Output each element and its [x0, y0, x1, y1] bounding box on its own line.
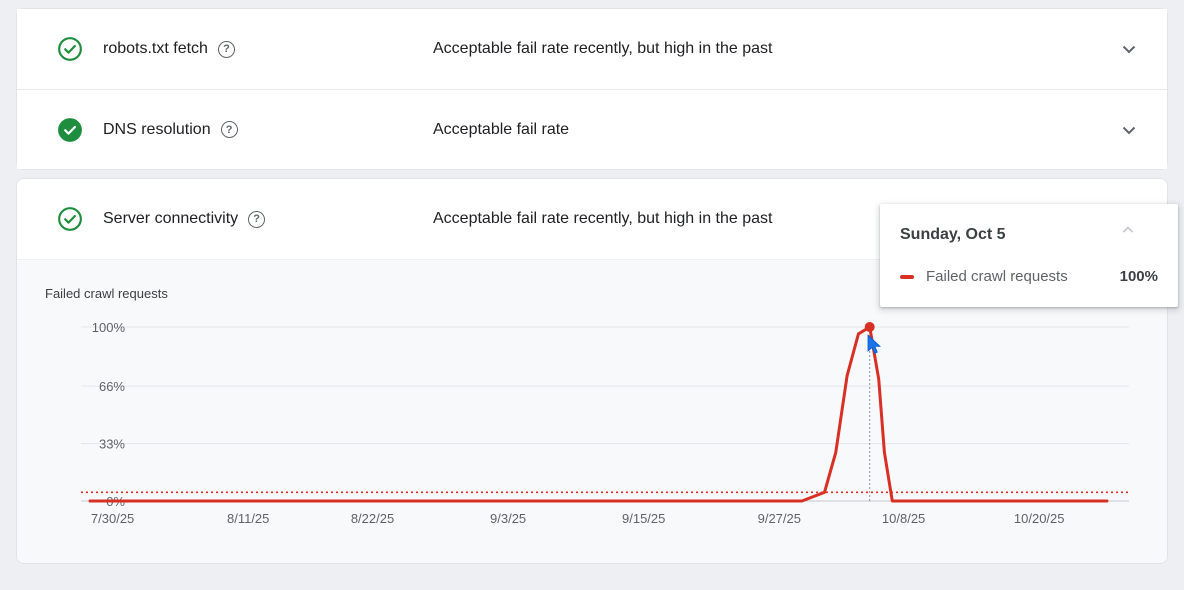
series-color-dash	[900, 274, 914, 279]
svg-text:10/8/25: 10/8/25	[882, 511, 925, 526]
status-list-card: robots.txt fetch ? Acceptable fail rate …	[16, 8, 1168, 170]
svg-text:9/27/25: 9/27/25	[758, 511, 801, 526]
help-icon[interactable]: ?	[220, 121, 238, 138]
svg-text:33%: 33%	[99, 437, 125, 452]
chevron-down-icon[interactable]	[1117, 37, 1141, 61]
tooltip-header: Sunday, Oct 5	[900, 226, 1158, 244]
series-label: Failed crawl requests	[926, 268, 1068, 285]
success-check-icon	[57, 36, 83, 62]
row-status-text: Acceptable fail rate recently, but high …	[433, 40, 773, 57]
svg-text:8/11/25: 8/11/25	[227, 511, 269, 526]
row-server-connectivity[interactable]: Server connectivity ? Acceptable fail ra…	[17, 179, 1167, 259]
row-status-text: Acceptable fail rate recently, but high …	[433, 210, 773, 227]
row-robots-txt-fetch[interactable]: robots.txt fetch ? Acceptable fail rate …	[17, 9, 1167, 89]
chart-title: Failed crawl requests	[45, 286, 168, 301]
failed-crawl-requests-chart[interactable]: 100%66%33%0%7/30/25 8/11/25 8/22/25 9/3/25 9…	[17, 313, 1167, 537]
row-label-group: robots.txt fetch ?	[103, 40, 433, 58]
svg-text:9/15/25: 9/15/25	[622, 511, 665, 526]
svg-text:66%: 66%	[99, 379, 125, 394]
chevron-up-icon[interactable]	[1118, 220, 1138, 240]
svg-text:10/20/25: 10/20/25	[1014, 511, 1065, 526]
row-label: robots.txt fetch	[103, 40, 208, 57]
tooltip-date-title: Sunday, Oct 5	[900, 226, 1006, 243]
row-status-text: Acceptable fail rate	[433, 120, 570, 138]
chart-area: Failed crawl requests 100% 66% 33% 0% 7/30/2…	[17, 259, 1167, 563]
row-dns-resolution[interactable]: DNS resolution ? Acceptable fail rate	[17, 89, 1167, 169]
row-label-group: Server connectivity ?	[103, 210, 433, 228]
row-label: Server connectivity	[103, 210, 239, 227]
tooltip-series-row: Failed crawl requests 100%	[900, 268, 1158, 285]
success-check-icon	[57, 117, 83, 143]
row-label-group: DNS resolution ?	[103, 121, 433, 139]
svg-text:7/30/25: 7/30/25	[91, 511, 134, 526]
help-icon[interactable]: ?	[217, 40, 235, 58]
series-value: 100%	[1119, 268, 1158, 285]
host-status-page: robots.txt fetch ? Acceptable fail rate …	[16, 8, 1178, 564]
chart-tooltip: Sunday, Oct 5 Failed crawl requests 100%	[880, 204, 1178, 307]
mouse-cursor-pointer	[864, 334, 882, 361]
svg-text:9/3/25: 9/3/25	[490, 511, 526, 526]
svg-text:100%: 100%	[92, 320, 126, 335]
row-label: DNS resolution	[103, 120, 211, 138]
success-check-icon	[57, 206, 83, 232]
help-icon[interactable]: ?	[248, 210, 266, 228]
chevron-down-icon[interactable]	[1117, 118, 1141, 142]
svg-text:8/22/25: 8/22/25	[351, 511, 394, 526]
